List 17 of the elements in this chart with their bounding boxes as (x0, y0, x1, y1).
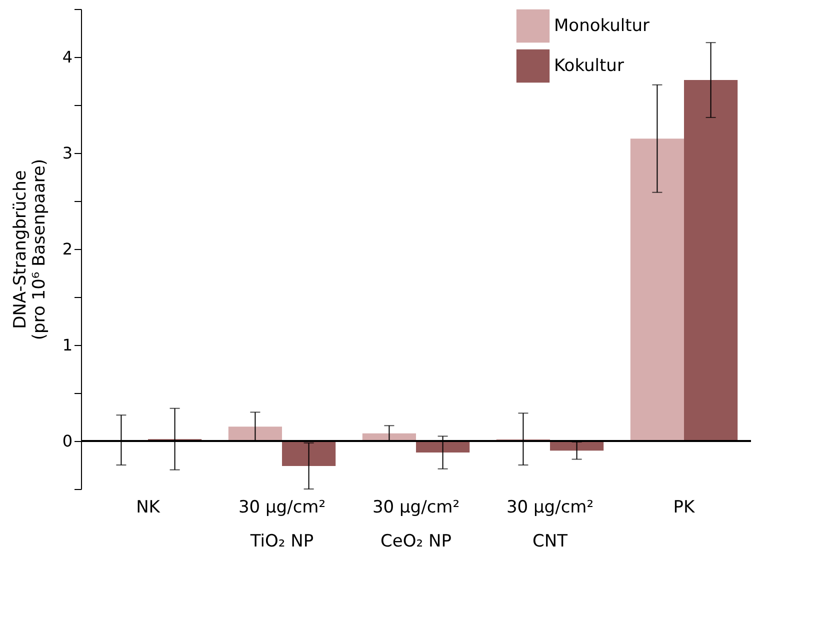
x-tick-label: PK (673, 498, 696, 518)
y-tick-label: 0 (62, 432, 72, 450)
y-tick-label: 1 (62, 336, 72, 354)
x-tick-label: 30 µg/cm² CNT (506, 498, 594, 552)
x-tick-label: 30 µg/cm² CeO₂ NP (372, 498, 460, 552)
bar (228, 426, 282, 441)
bar (630, 138, 684, 441)
legend-label: Kokultur (554, 56, 624, 76)
y-tick-label: 2 (62, 240, 72, 258)
bar (282, 441, 336, 466)
x-tick-label: 30 µg/cm² TiO₂ NP (238, 498, 326, 552)
bar (684, 80, 738, 441)
y-tick-label: 4 (62, 48, 72, 66)
y-tick-label: 3 (62, 144, 72, 162)
x-tick-label: NK (136, 498, 161, 518)
y-axis-title: DNA-Strangbrüche (pro 10⁶ Basenpaare) (10, 158, 50, 340)
legend-label: Monokultur (554, 16, 650, 36)
